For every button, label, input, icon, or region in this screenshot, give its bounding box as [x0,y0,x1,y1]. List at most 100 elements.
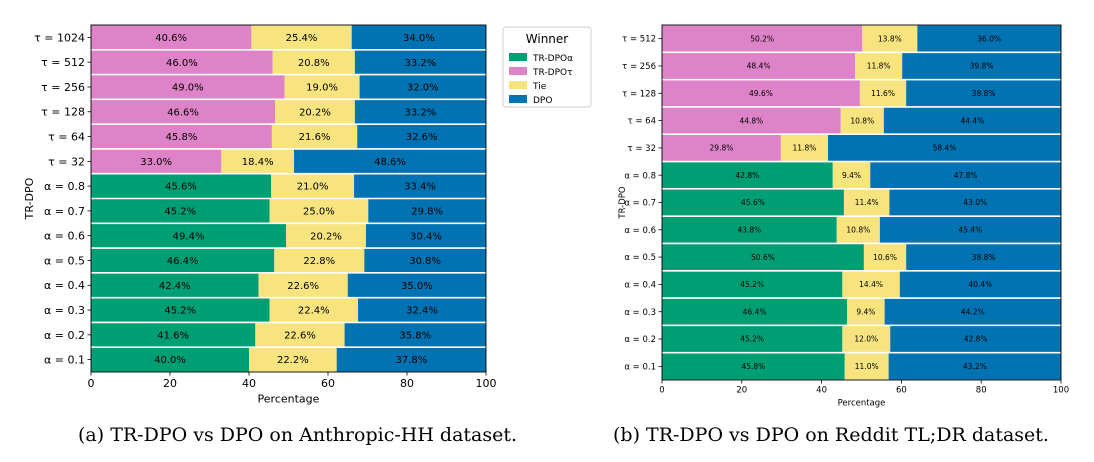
y-axis-title: TR-DPO [23,177,36,220]
data-label: 45.6% [165,182,197,193]
bar-dpo [827,134,1061,161]
bar-tie [780,134,828,161]
y-tick-label: α = 0.3 [624,308,656,318]
x-tick-label: 100 [476,377,497,390]
bar-trdpo [662,107,841,134]
data-label: 19.0% [306,83,338,94]
bar-tie [847,298,885,325]
data-label: 45.2% [164,306,196,317]
y-tick-label: τ = 32 [48,155,85,168]
data-label: 22.6% [287,281,319,292]
legend-label: TR-DPOτ [532,68,573,78]
y-tick-label: α = 0.5 [44,254,85,267]
bar-dpo [883,107,1061,134]
data-label: 40.0% [154,355,186,366]
data-label: 11.8% [867,62,891,71]
data-label: 30.8% [409,256,441,267]
data-label: 32.6% [406,132,438,143]
legend-swatch [509,95,527,103]
data-label: 41.6% [157,330,189,341]
legend-swatch [509,67,527,75]
axes-frame [90,24,487,373]
bar-tie [251,25,352,50]
data-label: 50.6% [751,253,775,262]
data-label: 30.4% [410,231,442,242]
bar-dpo [879,216,1061,243]
data-label: 46.4% [167,256,199,267]
bar-dpo [884,298,1061,325]
bar-trdpo [662,244,864,271]
bar-tie [844,353,889,380]
data-label: 45.6% [741,198,765,207]
data-label: 47.8% [954,171,978,180]
bar-dpo [359,75,486,99]
data-label: 45.8% [741,362,765,371]
data-label: 44.8% [739,116,763,125]
bar-dpo [888,353,1061,380]
y-tick-label: α = 0.8 [44,180,85,193]
y-tick-label: τ = 512 [622,35,656,45]
data-label: 48.6% [374,157,406,168]
bar-dpo [365,223,486,248]
bar-trdpo [662,271,843,298]
data-label: 10.8% [846,226,870,235]
bar-dpo [336,347,486,372]
bar-tie [863,244,907,271]
data-label: 13.8% [878,34,902,43]
data-label: 42.8% [735,171,759,180]
data-label: 45.8% [166,132,198,143]
bar-trdpo [91,198,270,223]
data-label: 12.0% [854,335,878,344]
bar-dpo [899,271,1061,298]
bar-trdpo [662,189,844,216]
data-label: 22.4% [298,306,330,317]
y-tick-label: α = 0.3 [44,304,85,317]
data-label: 49.6% [749,89,773,98]
y-tick-label: α = 0.1 [624,362,656,372]
bar-trdpo [662,52,856,80]
bar-trdpo [91,322,256,347]
caption-b: (b) TR-DPO vs DPO on Reddit TL;DR datase… [613,424,1049,446]
x-tick-label: 60 [321,377,335,390]
data-label: 11.6% [871,89,895,98]
bar-trdpo [91,174,272,199]
bar-tie [859,80,907,107]
x-axis-title: Percentage [838,398,886,408]
bar-dpo [889,189,1061,216]
data-label: 9.4% [842,171,861,180]
data-label: 44.2% [961,307,985,316]
data-label: 42.8% [964,335,988,344]
x-tick-label: 0 [659,386,664,396]
bar-tie [249,347,337,372]
data-label: 9.4% [856,307,875,316]
data-label: 42.4% [159,281,191,292]
data-label: 46.6% [167,107,199,118]
x-tick-label: 20 [736,386,747,396]
bar-trdpo [91,50,273,75]
data-label: 38.8% [972,253,996,262]
data-label: 21.6% [299,132,331,143]
data-label: 32.0% [407,83,439,94]
y-tick-label: τ = 64 [628,117,656,127]
y-tick-label: τ = 512 [41,56,85,69]
bar-tie [274,248,365,273]
y-tick-label: τ = 128 [622,89,656,99]
data-label: 25.0% [303,206,335,217]
data-label: 29.8% [411,206,443,217]
bar-tie [271,174,355,199]
data-label: 34.0% [403,33,435,44]
bar-tie [284,75,360,99]
data-label: 33.0% [140,157,172,168]
bar-dpo [347,273,486,298]
bar-trdpo [662,25,863,52]
y-tick-label: α = 0.2 [624,335,656,345]
bar-tie [842,325,891,353]
y-tick-label: α = 0.1 [44,354,85,367]
chart-anthropic-hh: 40.6% 25.4% 34.0% τ = 1024 46.0% 20.8% 33.2% τ … [23,24,497,406]
y-tick-label: τ = 32 [628,144,656,154]
bar-trdpo [662,325,843,353]
data-label: 14.4% [859,280,883,289]
data-label: 45.2% [740,335,764,344]
bar-tie [275,99,355,124]
